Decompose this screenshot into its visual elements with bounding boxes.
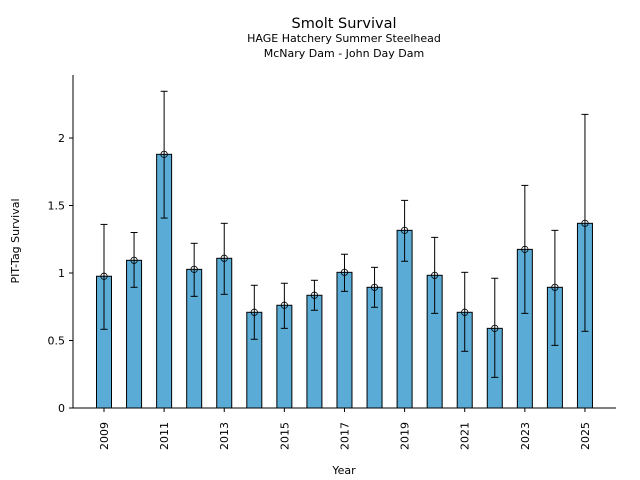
point-marker [310,291,319,299]
error-bar-2021 [461,271,469,352]
point-marker [551,283,559,291]
point-marker [250,308,258,316]
point-marker [190,265,198,273]
error-bar-2009 [100,223,108,330]
x-tick-label: 2013 [218,422,231,450]
point-marker [100,272,108,280]
x-axis-label: Year [331,464,356,477]
x-tick-label: 2009 [98,422,111,450]
x-axis: 2009 2011 2013 2015 2017 2019 2021 2023 2025 [73,407,616,450]
x-tick-label: 2019 [399,422,412,450]
error-bar-2015 [280,282,288,329]
y-tick-label: 2 [58,132,65,145]
point-marker [521,245,529,253]
error-bar-2018 [370,266,379,308]
x-tick-label: 2015 [278,422,291,450]
chart-title: Smolt Survival [292,16,397,32]
point-marker [370,283,379,291]
y-axis: 0 0.5 1 1.5 2 [48,75,74,415]
point-marker [160,150,168,158]
error-bar-2022 [491,277,499,378]
x-tick-label: 2011 [158,422,171,450]
chart-subtitle-1: HAGE Hatchery Summer Steelhead [247,32,441,45]
x-tick-label: 2021 [459,422,472,450]
error-bar-2010 [130,232,138,288]
point-marker [340,268,349,276]
bar-2017 [336,271,353,409]
x-tick-label: 2023 [519,422,532,450]
point-marker [280,301,288,309]
error-bar-2024 [551,229,559,346]
error-bar-2012 [190,242,198,297]
chart-subtitle-2: McNary Dam - John Day Dam [264,47,424,60]
x-tick-label: 2025 [579,422,592,450]
y-tick-label: 0 [58,402,65,415]
error-bar-2017 [340,253,349,292]
point-marker [220,254,228,262]
error-bar-2023 [521,184,529,314]
y-tick-label: 1 [58,267,65,280]
y-axis-label: PIT-Tag Survival [9,198,22,283]
y-tick-label: 1.5 [48,200,66,213]
point-marker [400,226,409,234]
error-bar-2020 [431,236,439,314]
error-bar-2014 [250,284,258,340]
error-bar-2016 [310,279,319,311]
point-marker [130,256,138,264]
point-marker [491,324,499,332]
error-bar-2019 [400,199,409,262]
point-marker [461,308,469,316]
bar-2016 [306,294,323,409]
x-tick-label: 2017 [338,422,351,450]
y-tick-label: 0.5 [48,335,66,348]
point-marker [431,271,439,279]
point-marker [581,219,589,227]
error-bars-group [100,90,589,378]
error-bar-2013 [220,222,228,295]
bars-group [96,153,593,409]
error-bar-2025 [581,113,589,332]
error-bar-2011 [160,90,168,219]
